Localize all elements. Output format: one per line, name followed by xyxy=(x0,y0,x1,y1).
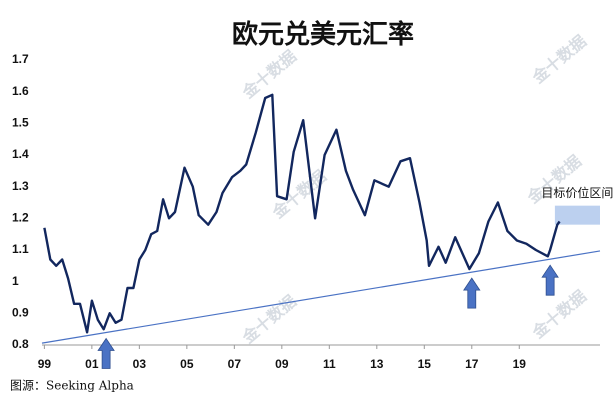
trendline xyxy=(41,250,601,344)
y-tick-label: 1.3 xyxy=(12,179,29,193)
y-tick-label: 0.8 xyxy=(12,337,29,351)
y-tick-label: 1.4 xyxy=(12,147,29,161)
y-tick-label: 1.2 xyxy=(12,211,29,225)
x-tick-label: 13 xyxy=(370,357,384,371)
y-tick-label: 1 xyxy=(12,274,19,288)
y-tick-label: 1.1 xyxy=(12,242,29,256)
watermark: 金十数据 xyxy=(528,31,590,87)
chart-title: 欧元兑美元汇率 xyxy=(232,19,414,50)
watermark: 金十数据 xyxy=(238,46,300,102)
arrow xyxy=(541,264,559,296)
target-zone-label: 目标价位区间 xyxy=(541,185,613,200)
arrow xyxy=(463,277,481,309)
y-tick-label: 0.9 xyxy=(12,306,29,320)
y-tick-label: 1.6 xyxy=(12,84,29,98)
y-tick-label: 1.7 xyxy=(12,52,29,66)
x-tick-label: 17 xyxy=(465,357,479,371)
x-tick-label: 11 xyxy=(323,357,336,371)
watermark: 金十数据 xyxy=(528,286,590,342)
x-tick-label: 09 xyxy=(275,357,289,371)
target-zone xyxy=(554,205,600,225)
x-tick-label: 15 xyxy=(418,357,432,371)
x-tick-label: 05 xyxy=(180,357,194,371)
source: 图源：Seeking Alpha xyxy=(10,379,134,393)
arrow xyxy=(97,337,115,369)
x-tick-label: 07 xyxy=(228,357,242,371)
x-tick-label: 19 xyxy=(513,357,527,371)
x-tick-label: 03 xyxy=(133,357,147,371)
x-tick-label: 99 xyxy=(38,357,52,371)
line xyxy=(43,93,561,334)
watermark: 金十数据 xyxy=(238,291,300,347)
x-tick-label: 01 xyxy=(85,357,99,371)
y-tick-label: 1.5 xyxy=(12,116,29,130)
